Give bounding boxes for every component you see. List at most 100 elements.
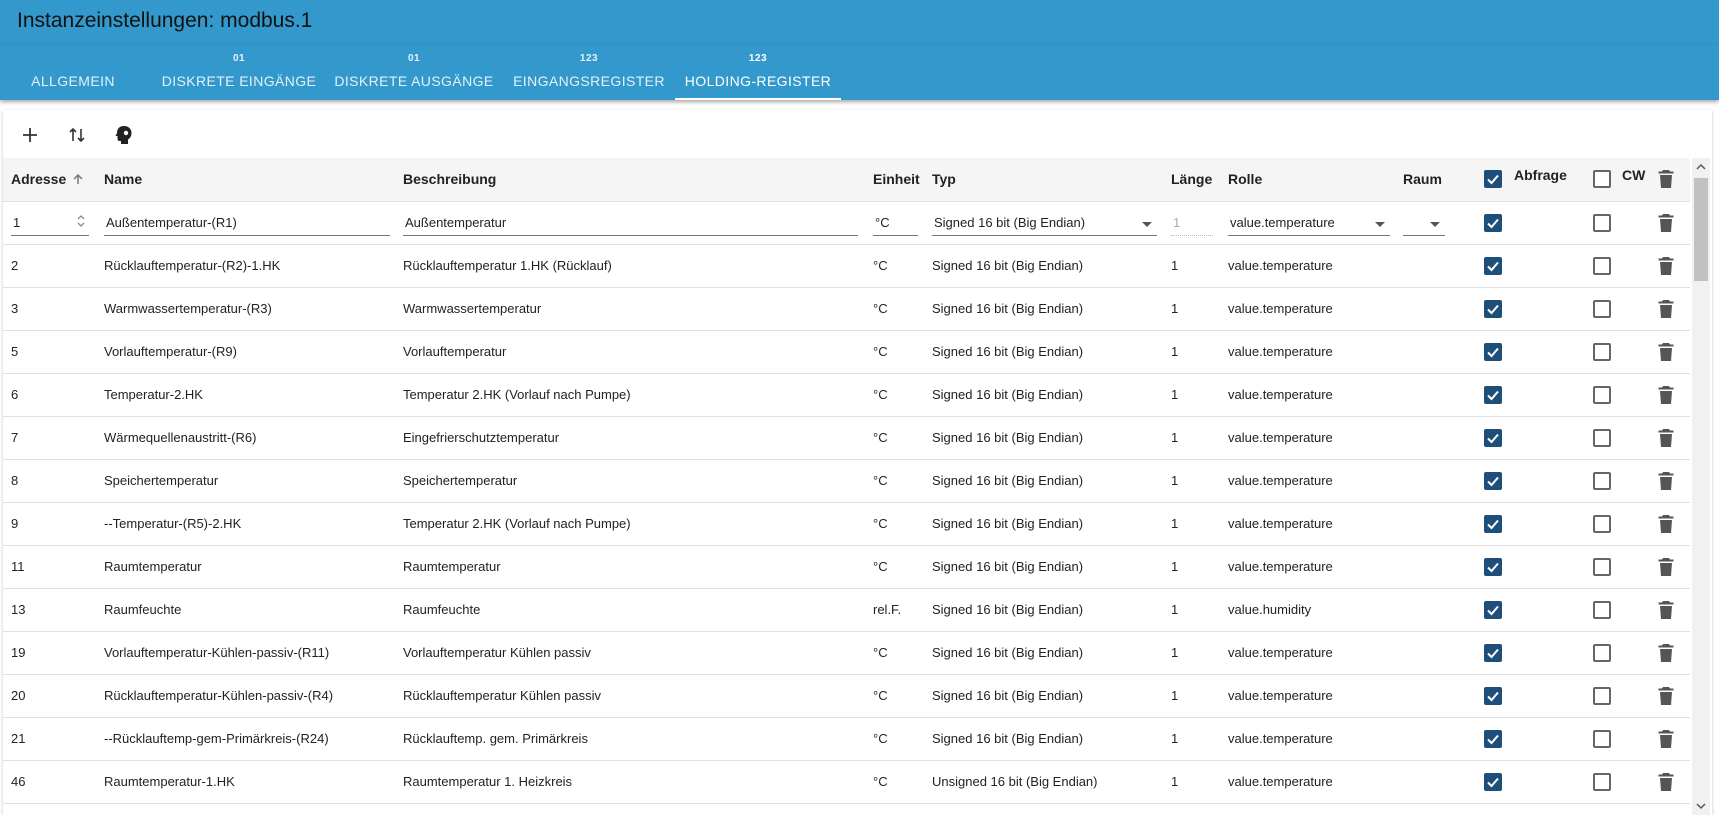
column-header-role[interactable]: Rolle — [1228, 171, 1263, 187]
poll-checkbox[interactable] — [1484, 472, 1502, 490]
import-export-button[interactable] — [62, 120, 92, 150]
cw-checkbox[interactable] — [1593, 300, 1611, 318]
column-header-description[interactable]: Beschreibung — [403, 171, 497, 187]
poll-checkbox[interactable] — [1484, 257, 1502, 275]
table-row[interactable]: 13 Raumfeuchte Raumfeuchte rel.F. Signed 16 … — [3, 589, 1690, 632]
cw-checkbox[interactable] — [1593, 687, 1611, 705]
address-cell: 5 — [11, 344, 19, 359]
delete-row-icon[interactable] — [1658, 514, 1674, 534]
unit-input[interactable]: °C — [873, 211, 918, 236]
delete-row-icon[interactable] — [1658, 428, 1674, 448]
column-header-cw[interactable]: CW — [1622, 167, 1646, 183]
cw-checkbox[interactable] — [1593, 773, 1611, 791]
table-row[interactable]: 21 --Rücklauftemp-gem-Primärkreis-(R24) Rü… — [3, 718, 1690, 761]
role-cell: value.temperature — [1228, 387, 1333, 402]
table-row[interactable]: 9 --Temperatur-(R5)-2.HK Temperatur 2.HK (… — [3, 503, 1690, 546]
address-input[interactable]: 1 — [11, 211, 89, 236]
room-select[interactable] — [1403, 211, 1445, 236]
unit-cell: °C — [873, 344, 888, 359]
table-row[interactable]: 3 Warmwassertemperatur-(R3) Warmwassertemp… — [3, 288, 1690, 331]
type-select[interactable]: Signed 16 bit (Big Endian) — [932, 211, 1157, 236]
table-row[interactable]: 19 Vorlauftemperatur-Kühlen-passiv-(R11) V… — [3, 632, 1690, 675]
delete-row-icon[interactable] — [1658, 729, 1674, 749]
cw-checkbox[interactable] — [1593, 429, 1611, 447]
cw-checkbox[interactable] — [1593, 214, 1611, 232]
delete-row-icon[interactable] — [1658, 385, 1674, 405]
delete-row-icon[interactable] — [1658, 342, 1674, 362]
poll-checkbox[interactable] — [1484, 730, 1502, 748]
poll-all-checkbox[interactable] — [1484, 170, 1502, 188]
tab-general[interactable]: ALLGEMEIN — [16, 45, 130, 100]
poll-checkbox[interactable] — [1484, 558, 1502, 576]
description-input[interactable]: Außentemperatur — [403, 211, 858, 236]
tab-discrete-inputs[interactable]: 01 DISKRETE EINGÄNGE — [158, 45, 320, 100]
delete-all-icon[interactable] — [1658, 169, 1674, 189]
delete-row-icon[interactable] — [1658, 256, 1674, 276]
chevron-down-icon — [1375, 222, 1385, 227]
table-row[interactable]: 46 Raumtemperatur-1.HK Raumtemperatur 1. H… — [3, 761, 1690, 804]
cw-all-checkbox[interactable] — [1593, 170, 1611, 188]
table-row[interactable]: 8 Speichertemperatur Speichertemperatur °C S… — [3, 460, 1690, 503]
table-row[interactable]: 7 Wärmequellenaustritt-(R6) Eingefrierschu… — [3, 417, 1690, 460]
table-row[interactable]: 20 Rücklauftemperatur-Kühlen-passiv-(R4) R… — [3, 675, 1690, 718]
column-header-unit[interactable]: Einheit — [873, 171, 920, 187]
cw-checkbox[interactable] — [1593, 515, 1611, 533]
poll-checkbox[interactable] — [1484, 687, 1502, 705]
poll-checkbox[interactable] — [1484, 773, 1502, 791]
cw-checkbox[interactable] — [1593, 730, 1611, 748]
scrollbar-thumb[interactable] — [1694, 178, 1708, 281]
column-header-type[interactable]: Typ — [932, 171, 956, 187]
delete-row-icon[interactable] — [1658, 686, 1674, 706]
tab-holding-registers[interactable]: 123 HOLDING-REGISTER — [675, 45, 841, 100]
scroll-up-icon[interactable] — [1692, 160, 1710, 174]
column-header-address[interactable]: Adresse — [11, 171, 84, 187]
poll-checkbox[interactable] — [1484, 515, 1502, 533]
delete-row-icon[interactable] — [1658, 643, 1674, 663]
type-cell: Signed 16 bit (Big Endian) — [932, 473, 1084, 488]
delete-row-icon[interactable] — [1658, 299, 1674, 319]
table-row[interactable]: 2 Rücklauftemperatur-(R2)-1.HK Rücklauftem… — [3, 245, 1690, 288]
delete-row-icon[interactable] — [1658, 557, 1674, 577]
column-header-name[interactable]: Name — [104, 171, 143, 187]
poll-checkbox[interactable] — [1484, 644, 1502, 662]
toolbar — [3, 110, 1712, 158]
delete-row-icon[interactable] — [1658, 600, 1674, 620]
length-cell: 1 — [1171, 688, 1179, 703]
vertical-scrollbar[interactable] — [1692, 158, 1710, 815]
poll-checkbox[interactable] — [1484, 300, 1502, 318]
poll-checkbox[interactable] — [1484, 343, 1502, 361]
scroll-down-icon[interactable] — [1692, 799, 1710, 813]
stepper-icon[interactable] — [75, 213, 87, 229]
poll-checkbox[interactable] — [1484, 601, 1502, 619]
tab-input-registers[interactable]: 123 EINGANGSREGISTER — [509, 45, 669, 100]
poll-checkbox[interactable] — [1484, 429, 1502, 447]
poll-checkbox[interactable] — [1484, 386, 1502, 404]
name-input[interactable]: Außentemperatur-(R1) — [104, 211, 390, 236]
table-header: Adresse Name Beschreibung Einheit Typ Lä… — [3, 158, 1690, 202]
cw-checkbox[interactable] — [1593, 257, 1611, 275]
type-cell: Signed 16 bit (Big Endian) — [932, 688, 1084, 703]
table-row[interactable]: 11 Raumtemperatur Raumtemperatur °C Signed 1… — [3, 546, 1690, 589]
column-header-poll[interactable]: Abfrage — [1514, 167, 1567, 183]
cw-checkbox[interactable] — [1593, 558, 1611, 576]
tab-discrete-outputs[interactable]: 01 DISKRETE AUSGÄNGE — [333, 45, 495, 100]
add-button[interactable] — [15, 120, 45, 150]
poll-checkbox[interactable] — [1484, 214, 1502, 232]
cw-checkbox[interactable] — [1593, 472, 1611, 490]
delete-row-icon[interactable] — [1658, 213, 1674, 233]
column-header-room[interactable]: Raum — [1403, 171, 1442, 187]
cw-checkbox[interactable] — [1593, 601, 1611, 619]
role-select[interactable]: value.temperature — [1228, 211, 1390, 236]
delete-row-icon[interactable] — [1658, 772, 1674, 792]
column-header-length[interactable]: Länge — [1171, 171, 1213, 187]
type-cell: Unsigned 16 bit (Big Endian) — [932, 774, 1098, 789]
cw-checkbox[interactable] — [1593, 386, 1611, 404]
description-cell: Speichertemperatur — [403, 473, 518, 488]
delete-row-icon[interactable] — [1658, 471, 1674, 491]
cw-checkbox[interactable] — [1593, 644, 1611, 662]
length-cell: 1 — [1171, 387, 1179, 402]
extra-button[interactable] — [109, 120, 139, 150]
cw-checkbox[interactable] — [1593, 343, 1611, 361]
table-row[interactable]: 6 Temperatur-2.HK Temperatur 2.HK (Vorlauf… — [3, 374, 1690, 417]
table-row[interactable]: 5 Vorlauftemperatur-(R9) Vorlauftemperatur… — [3, 331, 1690, 374]
